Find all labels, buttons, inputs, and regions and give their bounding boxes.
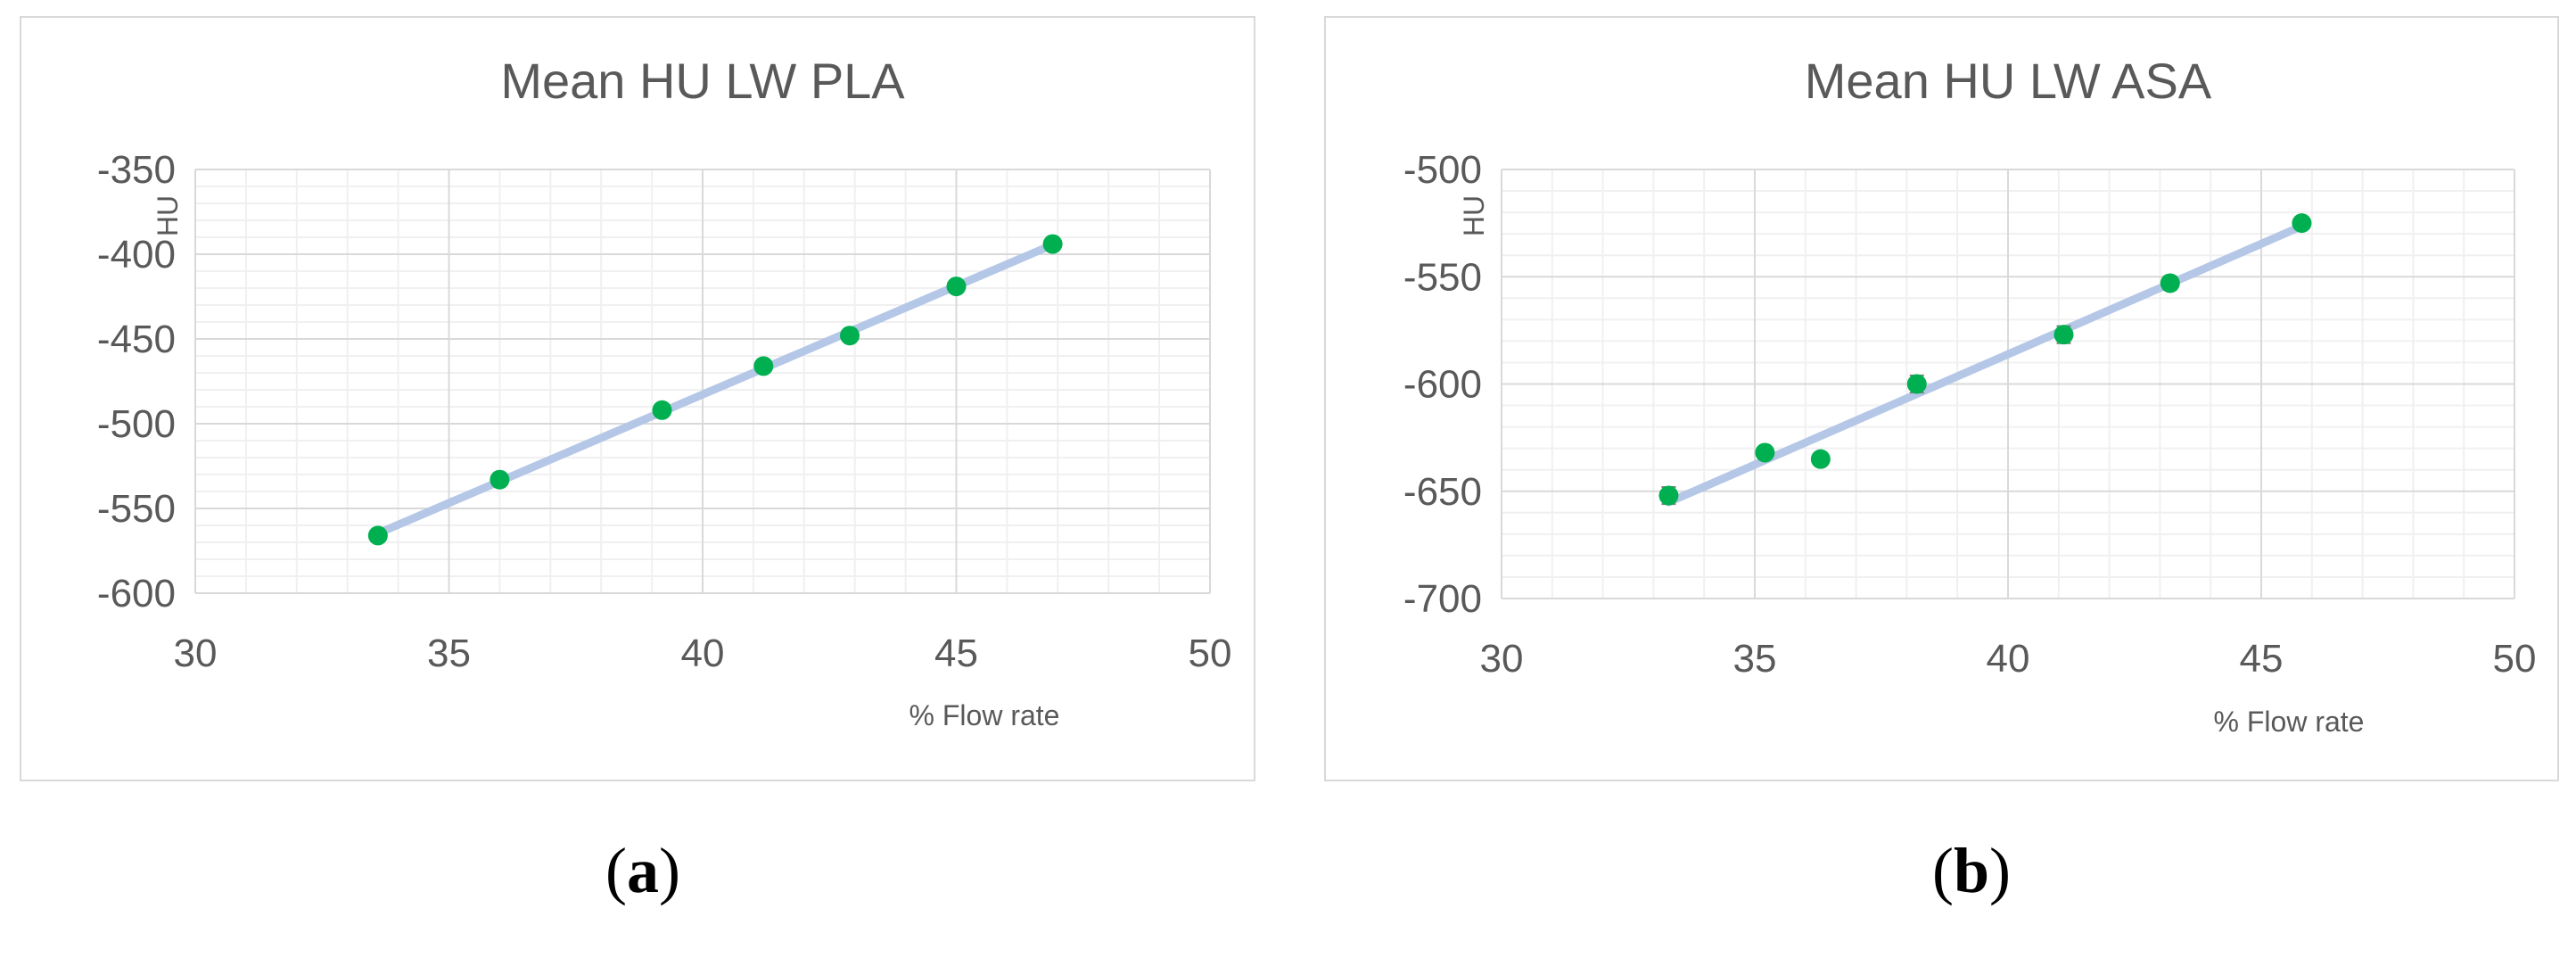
pla-y-tick-label: -500 <box>97 402 176 446</box>
asa-y-tick-label: -650 <box>1403 470 1482 514</box>
pla-data-point-6 <box>946 277 967 297</box>
chart-asa-svg: Mean HU LW ASA 30 35 40 45 50 -500 -550 -600 -650… <box>1403 53 2537 738</box>
asa-y-tick-label: -500 <box>1403 148 1482 192</box>
chart-panel-asa: Mean HU LW ASA 30 35 40 45 50 -500 -550 -600 -650… <box>1324 16 2559 781</box>
asa-data-point-3 <box>1810 449 1831 469</box>
pla-x-axis-label: % Flow rate <box>909 699 1060 731</box>
asa-x-tick-label: 30 <box>1480 637 1524 681</box>
asa-x-tick-label: 35 <box>1733 637 1777 681</box>
asa-data-point-5 <box>2053 325 2074 345</box>
asa-data-point-1 <box>1658 485 1679 506</box>
asa-chart-title: Mean HU LW ASA <box>1805 53 2212 109</box>
asa-trendline <box>1664 222 2306 507</box>
asa-data-point-7 <box>2292 213 2312 234</box>
pla-data-point-1 <box>367 525 388 546</box>
caption-b-close: ) <box>1989 835 2011 906</box>
asa-x-tick-label: 40 <box>1987 637 2030 681</box>
caption-a: (a) <box>509 834 777 908</box>
asa-x-tick-label: 45 <box>2240 637 2284 681</box>
pla-data-point-2 <box>490 469 510 490</box>
pla-data-point-3 <box>652 400 672 420</box>
asa-y-tick-label: -700 <box>1403 577 1482 621</box>
chart-panel-pla: Mean HU LW PLA 30 35 40 45 50 -350 -400 -450 -500… <box>20 16 1255 781</box>
pla-data-point-5 <box>840 326 860 346</box>
asa-x-axis-label: % Flow rate <box>2214 706 2365 738</box>
caption-b: (b) <box>1838 834 2105 908</box>
pla-y-tick-label: -450 <box>97 318 176 361</box>
caption-a-letter: a <box>627 835 659 906</box>
pla-trendline <box>374 240 1058 538</box>
pla-x-tick-label: 30 <box>174 632 218 675</box>
pla-chart-title: Mean HU LW PLA <box>500 53 905 109</box>
pla-y-tick-label: -550 <box>97 487 176 531</box>
pla-y-tick-label: -350 <box>97 148 176 192</box>
pla-y-axis-label: HU <box>152 195 184 236</box>
asa-x-tick-label: 50 <box>2493 637 2537 681</box>
asa-y-tick-label: -600 <box>1403 363 1482 407</box>
caption-a-open: ( <box>605 835 627 906</box>
pla-y-tick-label: -400 <box>97 233 176 277</box>
pla-x-tick-label: 45 <box>934 632 978 675</box>
pla-data-point-7 <box>1042 234 1063 254</box>
chart-pla-svg: Mean HU LW PLA 30 35 40 45 50 -350 -400 -450 -500… <box>97 53 1232 731</box>
caption-a-close: ) <box>659 835 680 906</box>
pla-x-tick-label: 35 <box>427 632 471 675</box>
pla-data-point-4 <box>753 356 774 376</box>
caption-b-open: ( <box>1931 835 1954 906</box>
asa-data-point-2 <box>1755 442 1775 463</box>
asa-data-point-6 <box>2160 273 2180 293</box>
pla-y-tick-label: -600 <box>97 572 176 615</box>
asa-y-axis-label: HU <box>1458 195 1490 236</box>
pla-x-tick-label: 40 <box>681 632 725 675</box>
asa-y-tick-label: -550 <box>1403 255 1482 299</box>
asa-data-point-4 <box>1906 374 1927 394</box>
pla-x-tick-label: 50 <box>1189 632 1232 675</box>
caption-b-letter: b <box>1953 835 1990 906</box>
